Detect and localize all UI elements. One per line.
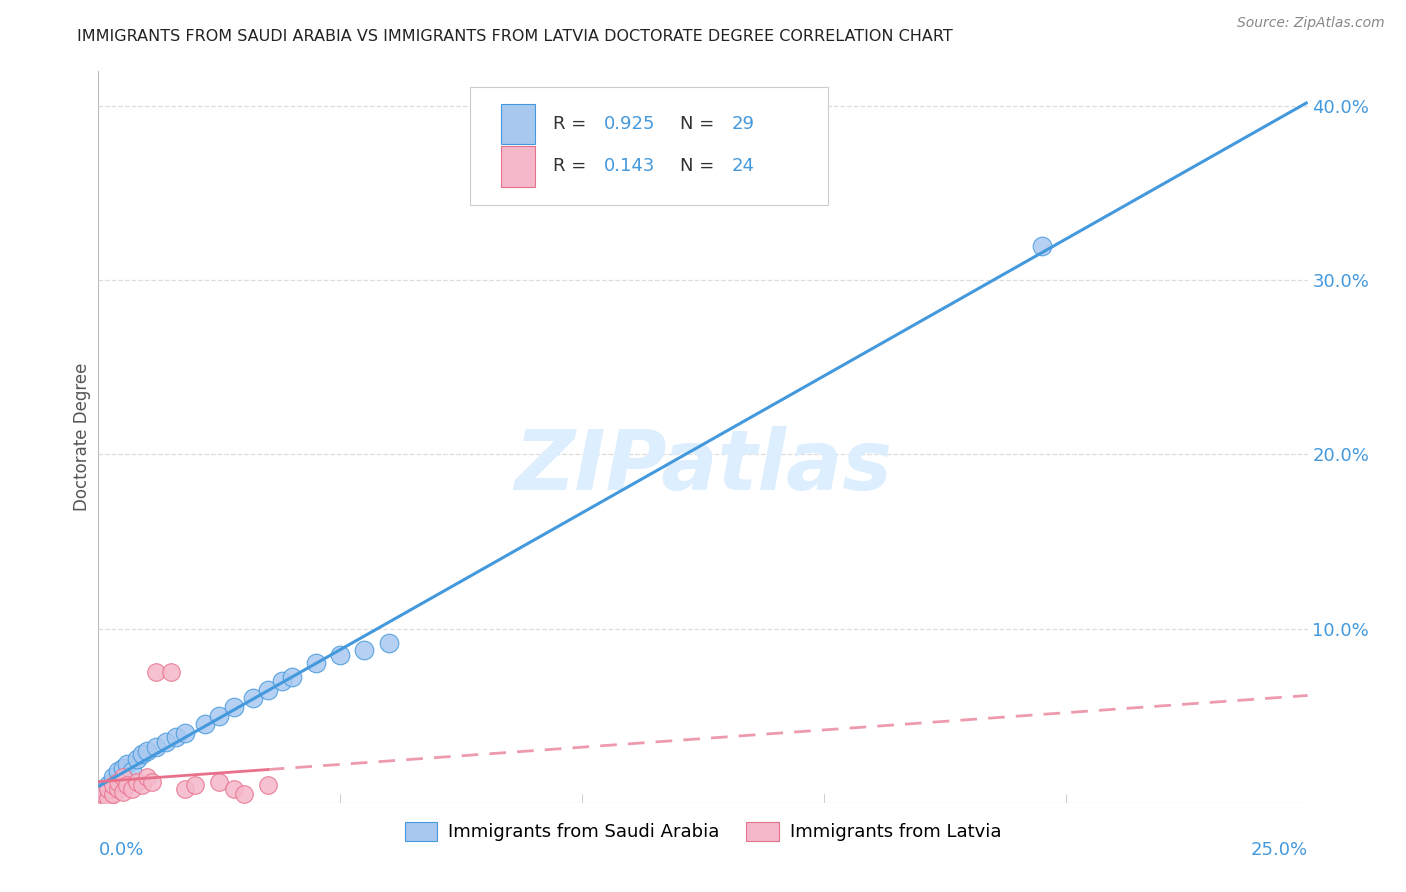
Point [111,785,134,799]
Point [131,747,153,761]
Point [135,743,157,757]
Point [91,787,114,801]
Point [111,761,134,775]
Text: 29: 29 [733,115,755,133]
Point [111,770,134,784]
Point [97,790,120,805]
Text: 0.925: 0.925 [603,115,655,133]
Point [121,764,143,779]
Point [121,781,143,796]
Point [107,764,129,779]
Point [232,787,254,801]
Point [97,778,120,792]
Point [329,648,352,662]
Point [208,775,231,789]
Point [117,757,139,772]
Text: ZIPatlas: ZIPatlas [515,425,891,507]
Text: Source: ZipAtlas.com: Source: ZipAtlas.com [1237,16,1385,30]
Point [107,781,129,796]
Point [97,781,120,796]
Point [165,730,187,744]
Point [91,792,114,806]
Point [194,717,217,731]
Point [160,665,183,680]
Point [174,781,197,796]
Point [256,778,278,792]
Point [145,665,167,680]
Text: R =: R = [553,115,592,133]
Point [97,781,120,796]
Point [101,770,124,784]
Point [127,752,149,766]
Point [145,740,167,755]
Text: IMMIGRANTS FROM SAUDI ARABIA VS IMMIGRANTS FROM LATVIA DOCTORATE DEGREE CORRELAT: IMMIGRANTS FROM SAUDI ARABIA VS IMMIGRAN… [77,29,953,44]
Point [107,775,129,789]
Point [155,735,177,749]
Point [101,787,124,801]
Point [1031,238,1053,252]
Point [184,778,207,792]
Point [271,673,294,688]
Point [127,775,149,789]
Point [222,781,245,796]
Point [256,682,278,697]
Point [377,635,399,649]
Legend: Immigrants from Saudi Arabia, Immigrants from Latvia: Immigrants from Saudi Arabia, Immigrants… [398,814,1008,848]
Point [222,700,245,714]
Text: N =: N = [681,158,720,176]
Text: 0.143: 0.143 [603,158,655,176]
Text: 24: 24 [733,158,755,176]
Point [107,778,129,792]
Y-axis label: Doctorate Degree: Doctorate Degree [73,363,91,511]
Point [117,778,139,792]
Point [208,708,231,723]
Text: 25.0%: 25.0% [1250,841,1308,859]
FancyBboxPatch shape [501,103,534,145]
Point [131,778,153,792]
Point [281,670,304,684]
Text: R =: R = [553,158,592,176]
Point [135,770,157,784]
Point [353,642,375,657]
Point [101,778,124,792]
Point [242,691,264,706]
Point [91,787,114,801]
Point [305,657,328,671]
Point [101,775,124,789]
FancyBboxPatch shape [470,87,828,205]
Point [174,726,197,740]
Text: N =: N = [681,115,720,133]
Text: 0.0%: 0.0% [98,841,143,859]
Point [141,775,163,789]
FancyBboxPatch shape [501,146,534,186]
